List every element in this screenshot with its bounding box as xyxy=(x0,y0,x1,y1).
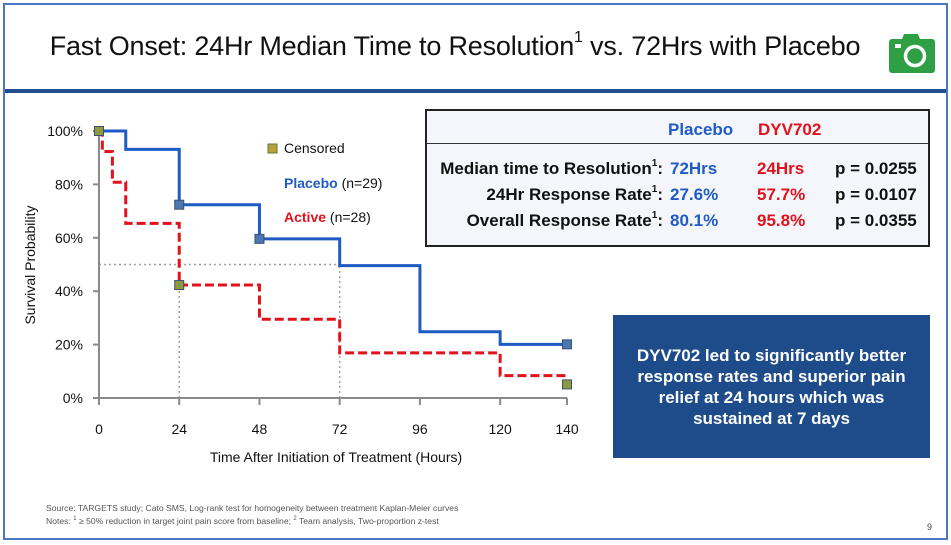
legend-censored-label: Censored xyxy=(284,140,345,156)
placebo-value: 72Hrs xyxy=(670,159,718,178)
header-active: DYV702 xyxy=(758,120,822,139)
x-axis-label: Time After Initiation of Treatment (Hour… xyxy=(210,449,462,465)
active-value: 95.8% xyxy=(757,211,806,230)
x-tick-label: 0 xyxy=(95,421,103,437)
y-tick-label: 60% xyxy=(55,230,83,246)
active-value: 24Hrs xyxy=(757,159,805,178)
censored-marker-placebo xyxy=(254,233,265,244)
y-tick-label: 80% xyxy=(55,176,83,192)
legend-entry-placebo: Placebo (n=29) xyxy=(284,175,382,191)
legend-series-name: Active xyxy=(284,209,326,225)
legend-series-name: Placebo xyxy=(284,175,338,191)
legend-series-count: (n=28) xyxy=(326,209,371,225)
p-value: p = 0.0355 xyxy=(835,211,917,230)
stats-row-median: Median time to Resolution1: 72Hrs 24Hrs … xyxy=(427,158,928,183)
p-value: p = 0.0107 xyxy=(835,185,917,204)
x-tick-label: 96 xyxy=(412,421,428,437)
x-tick-label: 48 xyxy=(252,421,268,437)
series-line-placebo xyxy=(99,129,567,346)
placebo-value: 27.6% xyxy=(670,185,719,204)
stats-row-overall: Overall Response Rate1: 80.1% 95.8% p = … xyxy=(427,210,928,235)
camera-icon[interactable] xyxy=(889,28,936,75)
x-tick-label: 120 xyxy=(488,421,512,437)
notes-line: Notes: 1 ≥ 50% reduction in target joint… xyxy=(46,515,439,526)
title-text: Fast Onset: 24Hr Median Time to Resoluti… xyxy=(49,31,575,61)
stats-header-row: Placebo DYV702 xyxy=(427,111,928,144)
row-label: Median time to Resolution1: xyxy=(440,158,663,178)
title-bar: Fast Onset: 24Hr Median Time to Resoluti… xyxy=(5,5,946,88)
row-label: 24Hr Response Rate1: xyxy=(486,184,663,204)
legend-censored-marker xyxy=(267,143,278,154)
title-superscript: 1 xyxy=(574,29,583,46)
active-value: 57.7% xyxy=(757,185,806,204)
slide-title: Fast Onset: 24Hr Median Time to Resoluti… xyxy=(5,29,905,62)
censored-marker-active xyxy=(94,126,104,136)
placebo-value: 80.1% xyxy=(670,211,719,230)
row-label: Overall Response Rate1: xyxy=(466,210,663,230)
source-note: Source: TARGETS study; Cato SMS, Log-ran… xyxy=(46,503,459,513)
censored-marker-active xyxy=(562,379,572,390)
y-tick-label: 100% xyxy=(47,123,83,139)
censored-marker-placebo xyxy=(174,199,185,210)
y-tick-label: 40% xyxy=(55,283,83,299)
page-number: 9 xyxy=(927,522,933,532)
censored-marker-placebo xyxy=(562,339,572,350)
stats-table: Placebo DYV702 Median time to Resolution… xyxy=(425,109,930,247)
header-placebo: Placebo xyxy=(668,120,734,139)
x-tick-label: 140 xyxy=(555,421,579,437)
x-tick-label: 72 xyxy=(332,421,348,437)
title-divider xyxy=(5,89,946,93)
y-axis-label: Survival Probability xyxy=(22,205,38,324)
legend-entry-active: Active (n=28) xyxy=(284,209,371,225)
slide-frame: Fast Onset: 24Hr Median Time to Resoluti… xyxy=(3,3,948,540)
series-line-active xyxy=(99,129,567,378)
legend-series-count: (n=29) xyxy=(338,175,383,191)
x-tick-label: 24 xyxy=(171,421,187,437)
censored-marker-active xyxy=(174,280,185,291)
key-finding-callout: DYV702 led to significantly better respo… xyxy=(613,315,930,458)
title-tail: vs. 72Hrs with Placebo xyxy=(582,31,861,61)
p-value: p = 0.0255 xyxy=(835,159,917,178)
callout-text: DYV702 led to significantly better respo… xyxy=(636,345,907,428)
footnotes: Source: TARGETS study; Cato SMS, Log-ran… xyxy=(46,503,458,527)
y-tick-label: 20% xyxy=(55,337,83,353)
y-tick-label: 0% xyxy=(63,390,83,406)
stats-row-24hr: 24Hr Response Rate1: 27.6% 57.7% p = 0.0… xyxy=(427,184,928,209)
